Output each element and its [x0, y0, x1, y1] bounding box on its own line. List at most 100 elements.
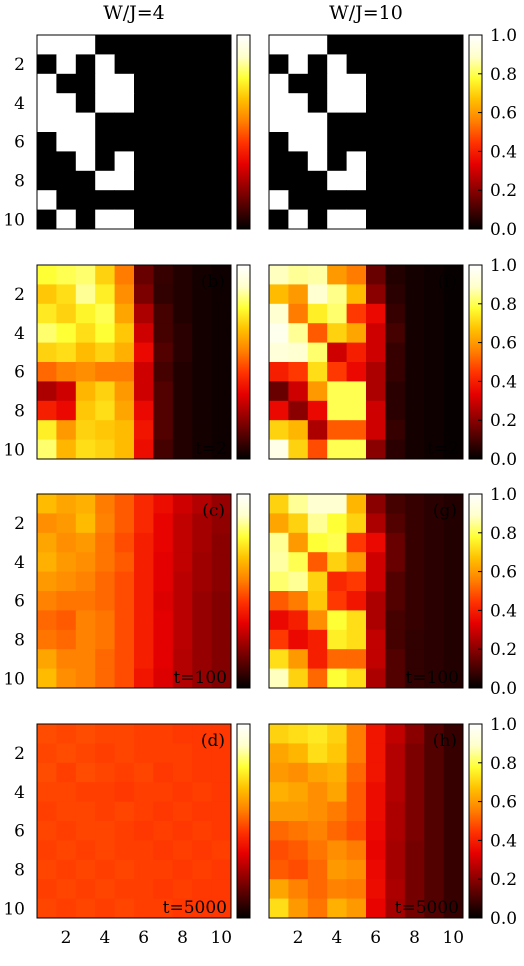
heatmap-cell	[288, 571, 309, 592]
heatmap-cell	[172, 762, 193, 783]
heatmap-cell	[134, 801, 154, 822]
heatmap-cell	[95, 494, 115, 514]
heatmap-cell	[56, 743, 77, 764]
heatmap-cell	[288, 439, 309, 460]
heatmap-cell	[153, 323, 174, 343]
heatmap-cell	[327, 762, 347, 783]
heatmap-cell	[134, 821, 154, 841]
y-tick-label: 6	[14, 822, 25, 842]
heatmap-cell	[37, 552, 57, 572]
heatmap-cell	[56, 801, 77, 822]
heatmap-cell	[346, 782, 367, 802]
heatmap-cell	[269, 513, 289, 534]
heatmap-cell	[114, 151, 135, 172]
heatmap-cell	[288, 303, 309, 324]
heatmap-cell	[172, 668, 193, 689]
heatmap-cell	[385, 532, 406, 553]
heatmap-cell	[346, 132, 367, 152]
heatmap-cell	[366, 782, 386, 802]
panel-frame	[36, 493, 232, 689]
heatmap-cell	[443, 513, 464, 534]
heatmap-cell	[366, 668, 386, 689]
heatmap-cell	[211, 323, 232, 343]
heatmap-cell	[153, 649, 174, 669]
heatmap-cell	[307, 859, 328, 880]
heatmap-cell	[307, 381, 328, 402]
heatmap-cell	[307, 610, 328, 631]
colorbar-tick-label: 0.0	[490, 220, 517, 240]
heatmap-cell	[404, 859, 425, 880]
heatmap-cell	[95, 591, 115, 611]
heatmap-cell	[153, 381, 174, 402]
heatmap-cell	[192, 303, 212, 324]
heatmap-cell	[211, 170, 232, 191]
heatmap-cell	[153, 591, 174, 611]
heatmap-cell	[346, 73, 367, 94]
heatmap-cell	[172, 151, 193, 172]
heatmap-cell	[288, 859, 309, 880]
heatmap-cell	[56, 342, 77, 363]
time-label: t=2	[195, 439, 227, 459]
heatmap-cell	[95, 532, 115, 553]
heatmap-cell	[307, 629, 328, 650]
heatmap-cell	[443, 362, 464, 382]
heatmap-cell	[288, 879, 309, 899]
heatmap-cell	[134, 859, 154, 880]
heatmap-cell	[75, 381, 96, 402]
heatmap-cell	[346, 743, 367, 764]
heatmap-cell	[153, 439, 174, 460]
heatmap-cell	[404, 724, 425, 744]
heatmap-cell	[404, 342, 425, 363]
heatmap-cell	[75, 571, 96, 592]
colorbar-gradient	[468, 493, 483, 689]
heatmap-cell	[95, 342, 115, 363]
x-tick-labels: 2 4 6 8 10 2 4 6 8 10	[61, 928, 464, 948]
heatmap-cell	[385, 54, 406, 75]
heatmap-cell	[307, 879, 328, 899]
heatmap-cell	[307, 170, 328, 191]
heatmap-cell	[385, 439, 406, 460]
heatmap-cell	[327, 782, 347, 802]
heatmap-cell	[424, 513, 444, 534]
heatmap-cell	[95, 610, 115, 631]
heatmap-cell	[288, 381, 309, 402]
heatmap-cell	[366, 54, 386, 75]
heatmap-cell	[404, 132, 425, 152]
heatmap-cell	[288, 151, 309, 172]
heatmap-cell	[385, 132, 406, 152]
heatmap-cell	[56, 610, 77, 631]
heatmap-cell	[192, 762, 212, 783]
colorbar-tick-label: 0.8	[490, 524, 517, 544]
heatmap-cell	[95, 323, 115, 343]
colorbar-tick-label: 1.0	[490, 26, 517, 46]
heatmap-cell	[153, 54, 174, 75]
y-tick-label: 6	[14, 592, 25, 612]
heatmap-cell	[269, 898, 289, 919]
heatmap-cell	[56, 284, 77, 305]
heatmap-cell	[134, 668, 154, 689]
heatmap-cell	[153, 629, 174, 650]
y-tick-label: 6	[14, 133, 25, 153]
heatmap-cell	[307, 93, 328, 113]
x-tick-label: 10	[210, 928, 232, 948]
heatmap-cell	[114, 132, 135, 152]
heatmap-cell	[56, 782, 77, 802]
heatmap-cell	[114, 879, 135, 899]
heatmap-cell	[443, 840, 464, 861]
heatmap-cell	[346, 54, 367, 75]
heatmap-cell	[56, 381, 77, 402]
heatmap-cell	[56, 629, 77, 650]
heatmap-cell	[95, 724, 115, 744]
heatmap-cell	[211, 591, 232, 611]
heatmap-cell	[153, 610, 174, 631]
heatmap-cell	[307, 284, 328, 305]
heatmap-cell	[114, 420, 135, 440]
heatmap-cell	[385, 724, 406, 744]
heatmap-cell	[346, 284, 367, 305]
heatmap-cell	[95, 571, 115, 592]
y-tick-label: 4	[14, 553, 25, 573]
heatmap-cell	[443, 54, 464, 75]
heatmap-cell	[37, 93, 57, 113]
heatmap-cell	[134, 513, 154, 534]
heatmap-cell	[288, 513, 309, 534]
